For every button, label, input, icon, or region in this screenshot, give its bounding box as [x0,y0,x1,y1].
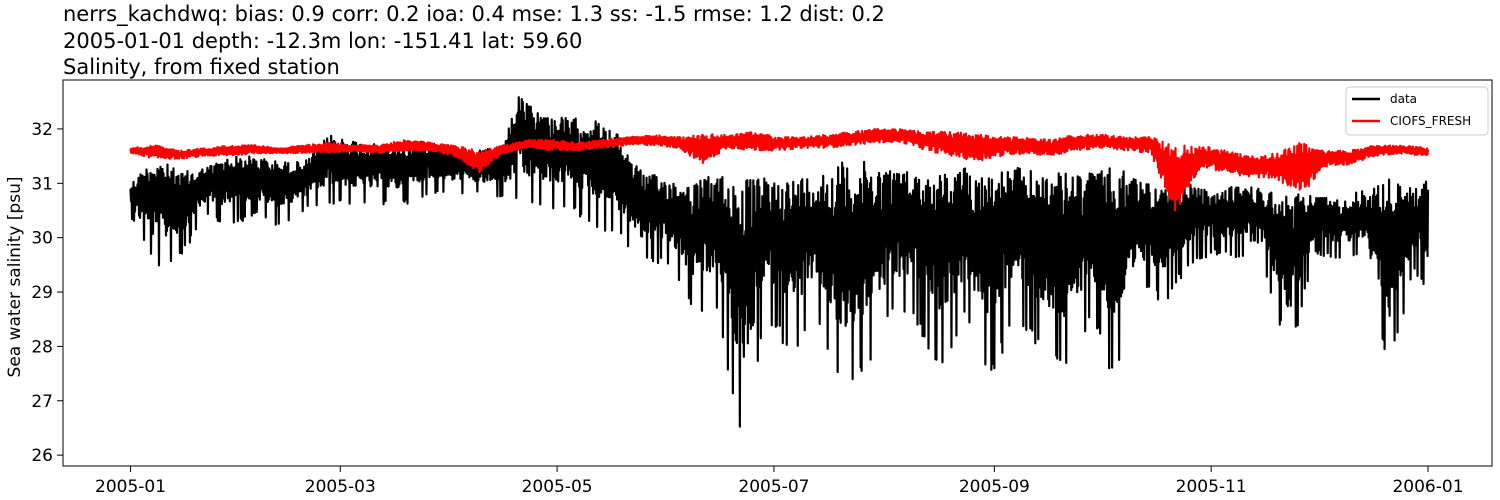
series-line-ciofs-fresh [129,128,1430,212]
x-tick-label: 2005-03 [305,477,376,497]
legend: data CIOFS_FRESH [1345,86,1489,136]
y-tick-label: 29 [31,283,53,303]
x-tick-label: 2006-01 [1392,477,1463,497]
y-tick-label: 32 [31,120,53,140]
y-tick-label: 26 [31,446,53,466]
series-line-data [129,96,1430,428]
x-tick-label: 2005-01 [95,477,166,497]
chart-title-line-1: nerrs_kachdwq: bias: 0.9 corr: 0.2 ioa: … [63,2,885,26]
chart-title-line-3: Salinity, from fixed station [63,55,340,79]
x-tick-label: 2005-05 [522,477,593,497]
y-tick-label: 27 [31,392,53,412]
y-axis-label: Sea water salinity [psu] [5,177,25,378]
x-tick-label: 2005-11 [1176,477,1247,497]
x-tick-label: 2005-07 [738,477,809,497]
y-tick-label: 30 [31,229,53,249]
axes-layer: 26 27 28 29 30 31 32 2005-01 2005-03 2005-05 2005-… [31,79,1493,497]
chart-title-line-2: 2005-01-01 depth: -12.3m lon: -151.41 la… [63,29,583,53]
y-tick-label: 28 [31,337,53,357]
legend-label-data: data [1390,92,1417,106]
legend-label-ciofs: CIOFS_FRESH [1390,114,1471,128]
plot-frame [62,79,1493,467]
plot-layer [129,96,1430,428]
y-tick-label: 31 [31,174,53,194]
legend-frame [1345,86,1489,136]
x-tick-label: 2005-09 [959,477,1030,497]
